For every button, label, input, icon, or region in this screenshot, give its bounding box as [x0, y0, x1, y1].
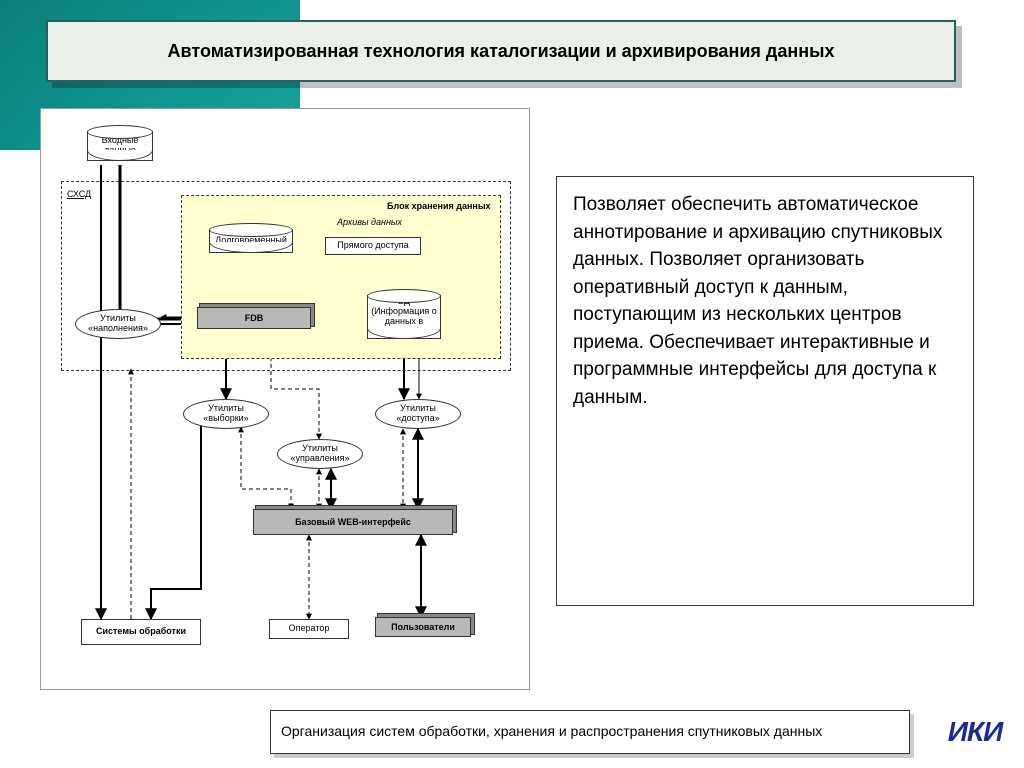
node-input: Входные данные [87, 131, 153, 161]
node-direct: Прямого доступа [325, 237, 421, 255]
edge-util_sel-web [241, 427, 291, 509]
slide-title: Автоматизированная технология каталогиза… [46, 20, 956, 82]
node-users: Пользователи [375, 617, 471, 637]
node-util_fill: Утилиты «наполнения» [75, 309, 161, 339]
label-schsd: СХСД [67, 189, 91, 199]
node-util_acc: Утилиты «доступа» [375, 399, 461, 429]
node-operator: Оператор [269, 619, 349, 639]
node-web: Базовый WEB-интерфейс [253, 509, 453, 535]
node-sys: Системы обработки [81, 619, 201, 645]
label-storage_block: Блок хранения данных [387, 201, 491, 211]
node-util_mgmt: Утилиты «управления» [277, 439, 363, 469]
footer-box: Организация систем обработки, хранения и… [270, 710, 910, 754]
label-archives: Архивы данных [337, 217, 402, 227]
edge-util_sel-sys [151, 425, 201, 619]
footer-text: Организация систем обработки, хранения и… [281, 723, 822, 741]
node-bd: БД (Информация о данных в архиве) [367, 295, 441, 339]
description-box: Позволяет обеспечить автоматическое анно… [556, 176, 974, 606]
logo: ИКИ [932, 708, 1018, 756]
logo-text: ИКИ [948, 716, 1003, 748]
slide-title-text: Автоматизированная технология каталогиза… [168, 41, 835, 62]
node-fdb: FDB [197, 307, 311, 329]
node-longterm: Долговременный [209, 229, 293, 253]
diagram-panel: Входные данные Долговременный Прямого дост… [40, 108, 530, 690]
node-util_sel: Утилиты «выборки» [183, 399, 269, 429]
description-text: Позволяет обеспечить автоматическое анно… [573, 194, 942, 408]
